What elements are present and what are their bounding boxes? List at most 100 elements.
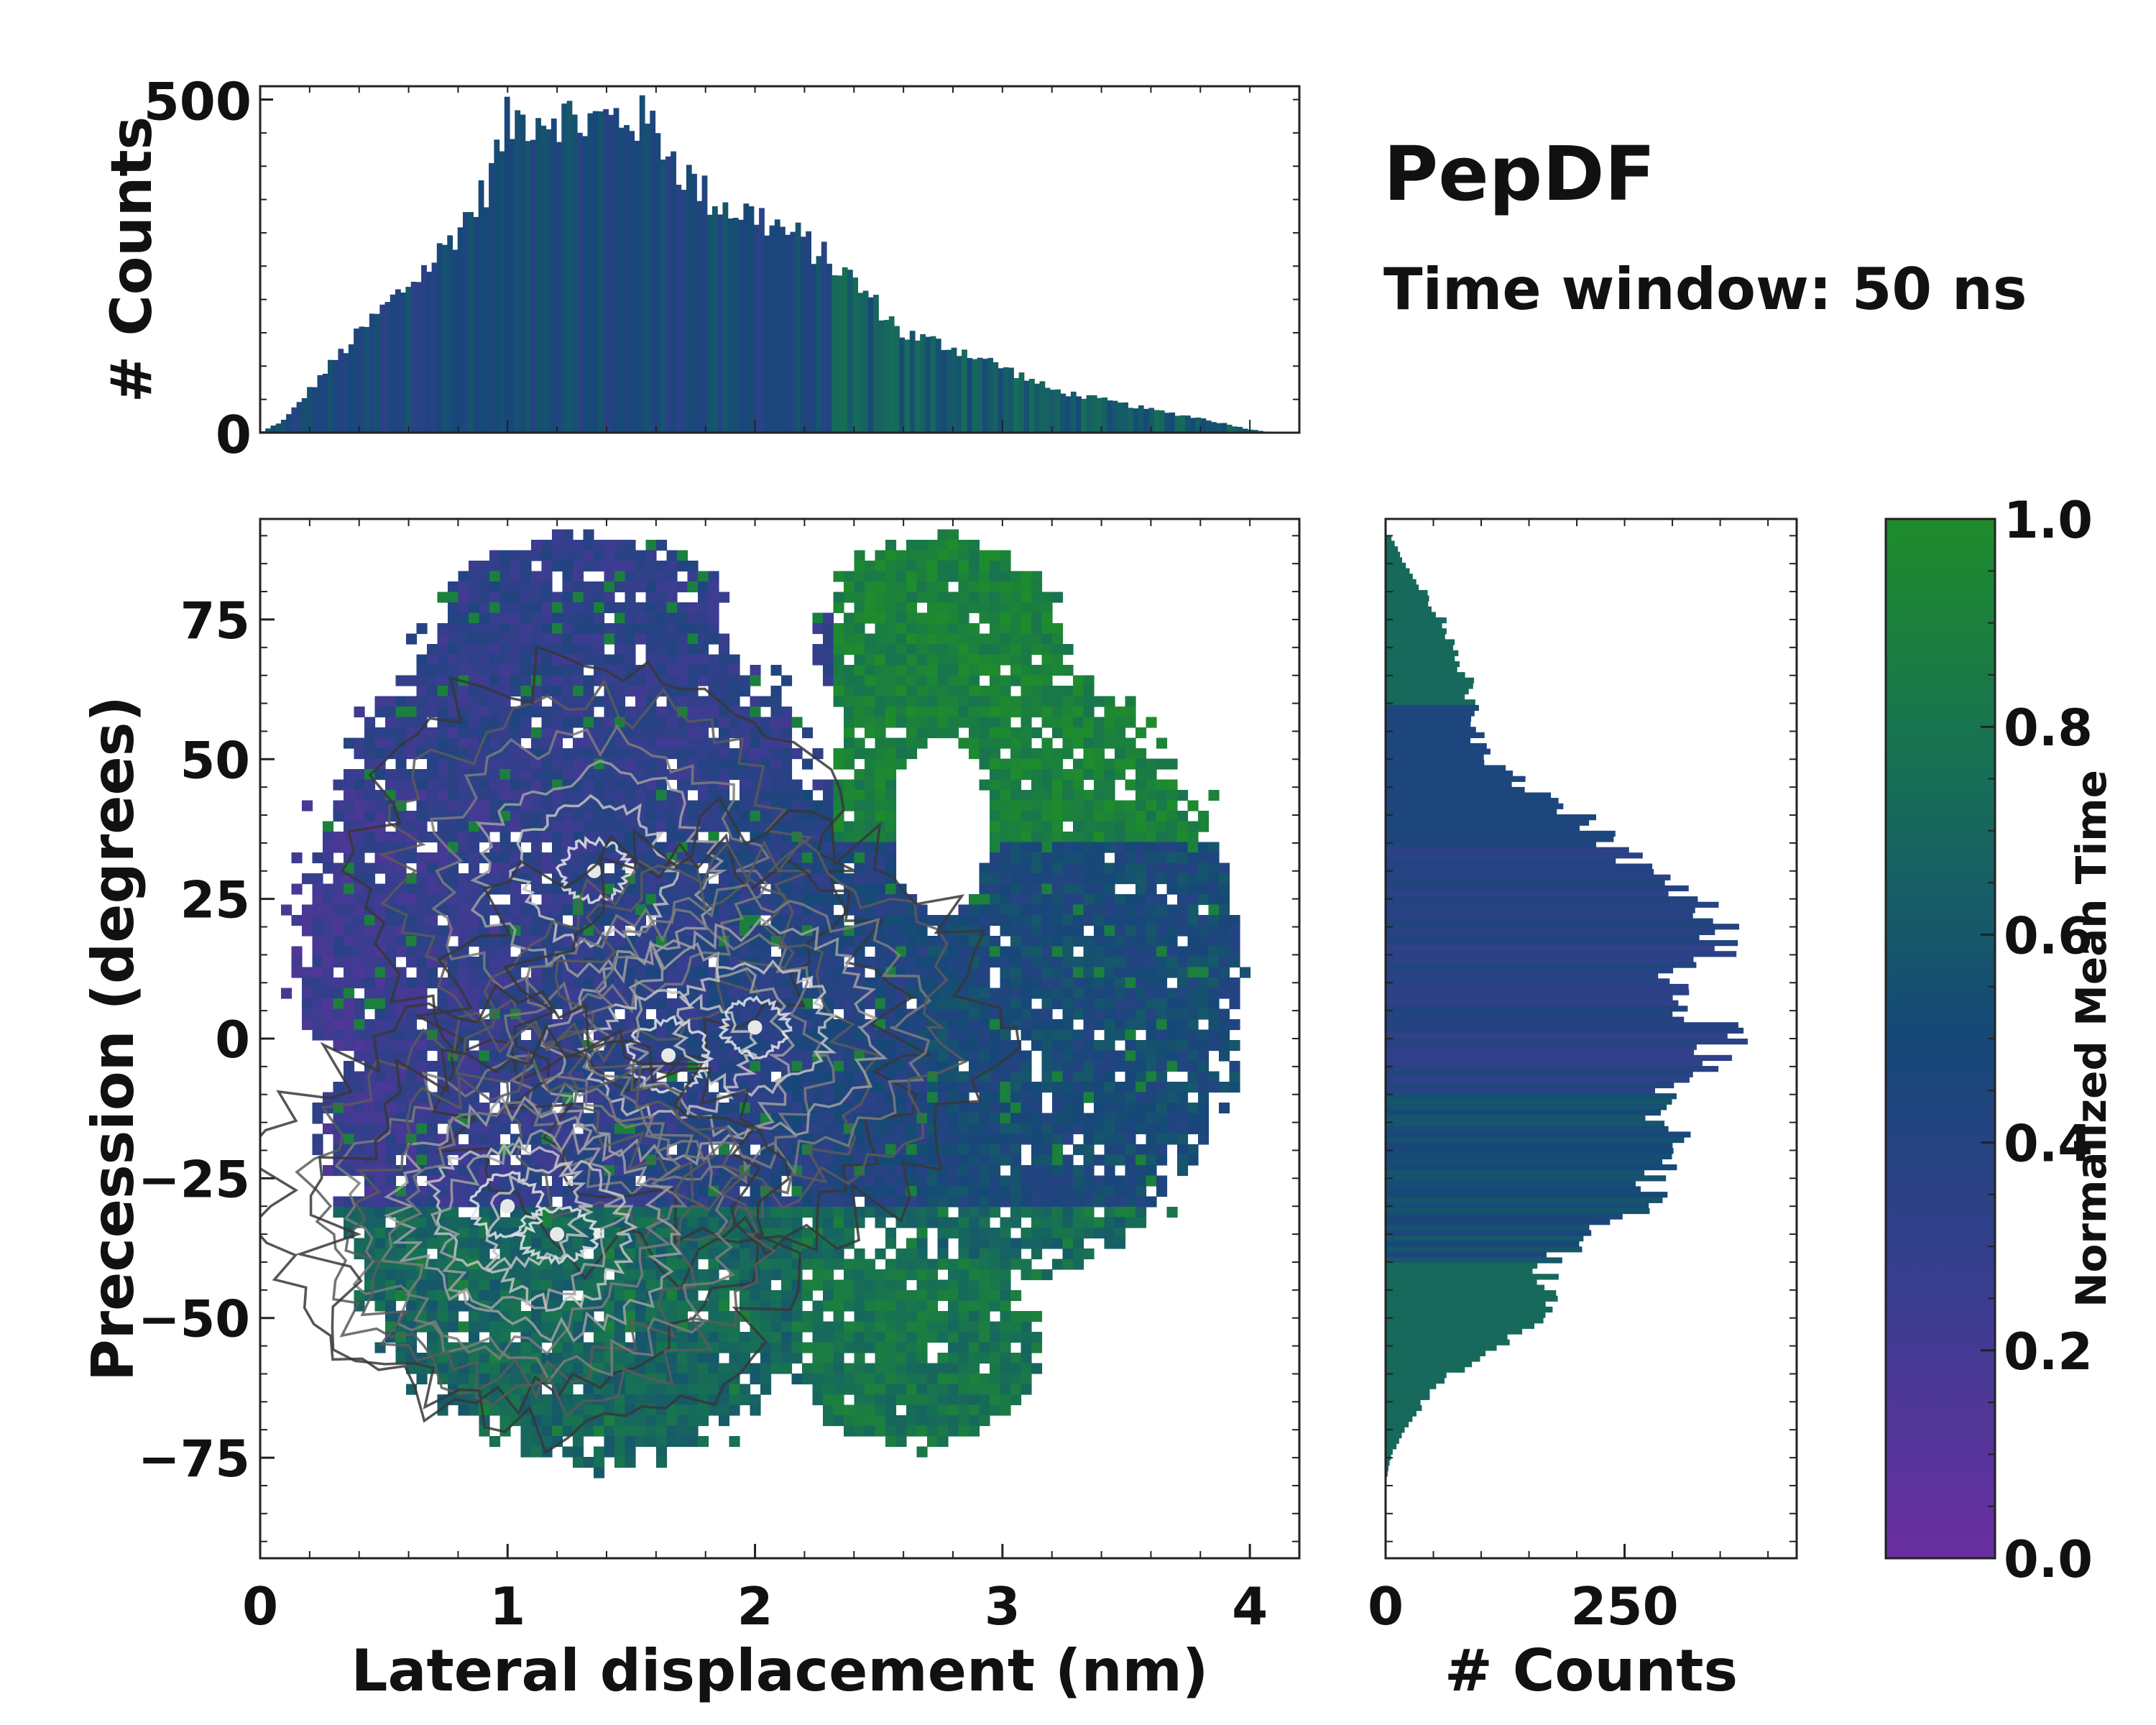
heatmap-cell: [448, 707, 459, 718]
top-histogram-bar: [977, 357, 983, 433]
heatmap-cell: [499, 862, 511, 874]
heatmap-cell: [1166, 832, 1178, 843]
top-histogram-bar: [317, 375, 323, 433]
top-histogram-bar: [1164, 413, 1170, 433]
heatmap-cell: [1146, 800, 1157, 811]
heatmap-cell: [916, 686, 928, 697]
heatmap-cell: [1104, 1113, 1115, 1124]
top-histogram-bar: [1008, 367, 1014, 433]
heatmap-cell: [448, 779, 459, 791]
heatmap-cell: [937, 998, 949, 1010]
heatmap-cell: [969, 717, 980, 728]
heatmap-cell: [1219, 915, 1230, 926]
heatmap-cell: [427, 675, 438, 686]
heatmap-cell: [416, 1061, 428, 1072]
heatmap-cell: [1021, 686, 1032, 697]
heatmap-cell: [698, 654, 709, 666]
heatmap-cell: [656, 998, 668, 1010]
heatmap-cell: [1229, 1061, 1240, 1072]
heatmap-cell: [865, 811, 876, 822]
heatmap-cell: [990, 811, 1001, 822]
heatmap-cell: [333, 1008, 344, 1020]
heatmap-cell: [906, 623, 918, 635]
heatmap-cell: [1166, 779, 1178, 791]
heatmap-cell: [844, 1061, 855, 1072]
heatmap-cell: [344, 1061, 355, 1072]
top-histogram-bar: [296, 402, 303, 433]
heatmap-cell: [698, 1186, 709, 1197]
heatmap-cell: [916, 561, 928, 572]
heatmap-cell: [927, 727, 939, 739]
heatmap-cell: [750, 707, 761, 718]
heatmap-cell: [791, 1040, 803, 1052]
heatmap-cell: [645, 1207, 657, 1218]
heatmap-cell: [594, 612, 605, 624]
heatmap-cell: [552, 675, 563, 686]
heatmap-cell: [916, 1207, 928, 1218]
heatmap-cell: [1083, 821, 1095, 832]
heatmap-cell: [1021, 978, 1032, 989]
heatmap-cell: [344, 988, 355, 999]
heatmap-cell: [1021, 957, 1032, 968]
heatmap-cell: [531, 571, 543, 582]
heatmap-cell: [406, 696, 418, 707]
heatmap-cell: [583, 654, 594, 666]
heatmap-cell: [1041, 1050, 1053, 1062]
heatmap-cell: [583, 686, 594, 697]
heatmap-cell: [344, 779, 355, 791]
heatmap-cell: [1166, 1123, 1178, 1135]
heatmap-cell: [395, 727, 407, 739]
heatmap-cell: [552, 665, 563, 676]
heatmap-cell: [885, 561, 897, 572]
heatmap-cell: [844, 571, 855, 582]
heatmap-cell: [1094, 925, 1105, 937]
heatmap-cell: [1166, 1082, 1178, 1093]
heatmap-cell: [1177, 1008, 1189, 1020]
heatmap-cell: [958, 1165, 969, 1177]
top-histogram-bar: [1153, 410, 1160, 433]
top-histogram-bar: [1086, 395, 1092, 433]
heatmap-cell: [990, 1019, 1001, 1031]
heatmap-cell: [916, 1154, 928, 1166]
heatmap-cell: [812, 623, 824, 635]
top-histogram-bar: [478, 180, 484, 433]
heatmap-cell: [344, 967, 355, 978]
heatmap-cell: [573, 978, 584, 989]
heatmap-cell: [1166, 936, 1178, 947]
heatmap-cell: [635, 633, 647, 645]
heatmap-cell: [531, 978, 543, 989]
heatmap-cell: [1010, 936, 1022, 947]
heatmap-cell: [958, 1008, 969, 1020]
heatmap-cell: [927, 707, 939, 718]
heatmap-cell: [1146, 988, 1157, 999]
heatmap-cell: [645, 1228, 657, 1239]
heatmap-cell: [895, 915, 907, 926]
heatmap-cell: [562, 592, 573, 603]
heatmap-cell: [573, 623, 584, 635]
heatmap-cell: [1146, 1123, 1157, 1135]
heatmap-cell: [427, 1061, 438, 1072]
top-histogram-bar: [629, 131, 635, 433]
heatmap-cell: [760, 1040, 772, 1052]
heatmap-cell: [448, 978, 459, 989]
heatmap-cell: [1052, 811, 1064, 822]
heatmap-cell: [770, 707, 782, 718]
heatmap-cell: [916, 1040, 928, 1052]
heatmap-cell: [333, 779, 344, 791]
heatmap-cell: [937, 1228, 949, 1239]
heatmap-cell: [1000, 1071, 1011, 1082]
heatmap-cell: [406, 675, 418, 686]
heatmap-cell: [1208, 998, 1220, 1010]
heatmap-cell: [1166, 1061, 1178, 1072]
heatmap-cell: [510, 894, 522, 906]
heatmap-cell: [958, 904, 969, 916]
heatmap-cell: [1062, 811, 1074, 822]
heatmap-cell: [979, 1123, 990, 1135]
heatmap-cell: [1021, 1029, 1032, 1041]
heatmap-cell: [469, 811, 480, 822]
heatmap-cell: [312, 957, 323, 968]
heatmap-cell: [1115, 769, 1126, 781]
heatmap-cell: [479, 1103, 490, 1114]
heatmap-cell: [437, 727, 448, 739]
heatmap-cell: [656, 758, 668, 770]
